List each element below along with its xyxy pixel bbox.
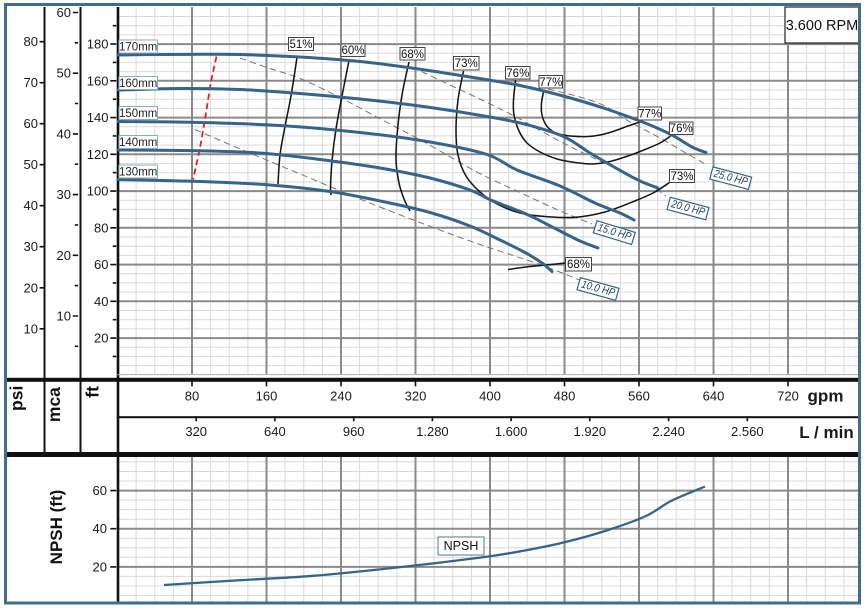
svg-text:130mm: 130mm — [119, 167, 157, 179]
svg-text:60: 60 — [94, 257, 108, 272]
svg-text:320: 320 — [185, 424, 207, 439]
svg-text:30: 30 — [57, 187, 71, 202]
svg-text:100: 100 — [87, 184, 109, 199]
svg-text:1.600: 1.600 — [495, 424, 528, 439]
svg-text:70: 70 — [24, 75, 38, 90]
svg-text:140mm: 140mm — [119, 137, 157, 149]
svg-text:40: 40 — [93, 521, 107, 536]
svg-text:mca: mca — [44, 387, 64, 422]
svg-text:140: 140 — [87, 110, 109, 125]
svg-text:NPSH (ft): NPSH (ft) — [47, 490, 66, 565]
svg-text:psi: psi — [7, 386, 27, 411]
svg-text:60: 60 — [93, 483, 107, 498]
svg-text:76%: 76% — [506, 68, 529, 80]
svg-text:3.600 RPM: 3.600 RPM — [786, 18, 859, 34]
svg-text:ft: ft — [82, 386, 102, 398]
svg-text:2.560: 2.560 — [731, 424, 764, 439]
svg-text:50: 50 — [57, 66, 71, 81]
svg-text:L / min: L / min — [799, 423, 853, 442]
svg-text:10: 10 — [24, 321, 38, 336]
svg-text:76%: 76% — [670, 123, 693, 135]
svg-text:180: 180 — [87, 37, 109, 52]
svg-text:160: 160 — [87, 73, 109, 88]
svg-text:30: 30 — [24, 239, 38, 254]
svg-text:320: 320 — [405, 389, 427, 404]
svg-text:20: 20 — [93, 559, 107, 574]
svg-text:40: 40 — [57, 126, 71, 141]
svg-text:60%: 60% — [341, 45, 364, 57]
svg-text:68%: 68% — [401, 49, 424, 61]
svg-text:120: 120 — [87, 147, 109, 162]
svg-text:77%: 77% — [539, 77, 562, 89]
svg-text:40: 40 — [24, 198, 38, 213]
svg-text:51%: 51% — [289, 39, 312, 51]
svg-text:640: 640 — [264, 424, 286, 439]
svg-text:1.920: 1.920 — [574, 424, 607, 439]
svg-text:720: 720 — [777, 389, 799, 404]
svg-text:20: 20 — [57, 248, 71, 263]
svg-text:40: 40 — [94, 294, 108, 309]
svg-text:68%: 68% — [567, 259, 590, 271]
svg-text:560: 560 — [628, 389, 650, 404]
svg-text:60: 60 — [24, 116, 38, 131]
svg-text:80: 80 — [94, 220, 108, 235]
svg-text:80: 80 — [185, 389, 199, 404]
svg-text:77%: 77% — [638, 109, 661, 121]
svg-text:1.280: 1.280 — [416, 424, 449, 439]
svg-text:80: 80 — [24, 34, 38, 49]
svg-text:960: 960 — [343, 424, 365, 439]
svg-text:20: 20 — [94, 331, 108, 346]
svg-text:240: 240 — [330, 389, 352, 404]
svg-text:10: 10 — [57, 309, 71, 324]
svg-text:20: 20 — [24, 280, 38, 295]
svg-text:gpm: gpm — [808, 387, 844, 406]
svg-text:400: 400 — [479, 389, 501, 404]
svg-text:160mm: 160mm — [119, 78, 157, 90]
svg-text:480: 480 — [554, 389, 576, 404]
svg-text:150mm: 150mm — [119, 108, 157, 120]
svg-text:170mm: 170mm — [119, 42, 157, 54]
svg-text:2.240: 2.240 — [652, 424, 685, 439]
svg-text:60: 60 — [57, 5, 71, 20]
svg-text:73%: 73% — [670, 171, 693, 183]
svg-text:NPSH: NPSH — [444, 539, 479, 553]
svg-text:50: 50 — [24, 157, 38, 172]
svg-text:73%: 73% — [455, 58, 478, 70]
svg-text:640: 640 — [703, 389, 725, 404]
svg-text:160: 160 — [256, 389, 278, 404]
